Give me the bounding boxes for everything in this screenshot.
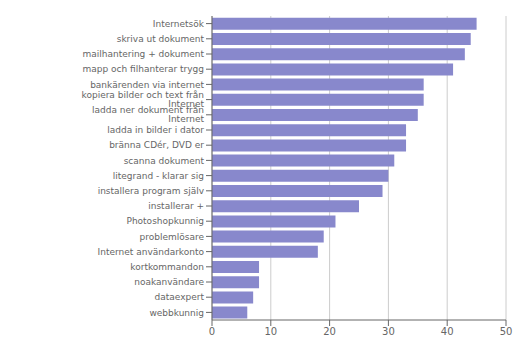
svg-text:50: 50 — [500, 326, 513, 337]
svg-text:30: 30 — [382, 326, 395, 337]
svg-text:problemlösare: problemlösare — [140, 232, 205, 242]
svg-text:dataexpert: dataexpert — [155, 292, 205, 302]
svg-text:ladda ner dokument frånInterne: ladda ner dokument frånInternet — [92, 105, 204, 124]
svg-text:kortkommandon: kortkommandon — [130, 262, 204, 272]
svg-text:bränna CDér, DVD er: bränna CDér, DVD er — [109, 140, 204, 150]
svg-text:installera program själv: installera program själv — [98, 186, 205, 196]
svg-text:mapp och filhanterar trygg: mapp och filhanterar trygg — [82, 64, 204, 74]
svg-text:0: 0 — [209, 326, 215, 337]
svg-text:skriva ut dokument: skriva ut dokument — [117, 34, 205, 44]
svg-text:scanna dokument: scanna dokument — [124, 156, 205, 166]
svg-text:Internetsök: Internetsök — [153, 19, 205, 29]
svg-text:noakanvändare: noakanvändare — [134, 277, 204, 287]
svg-text:webbkunnig: webbkunnig — [149, 308, 204, 318]
svg-text:Photoshopkunnig: Photoshopkunnig — [126, 216, 204, 226]
svg-text:litegrand - klarar sig: litegrand - klarar sig — [113, 171, 204, 181]
svg-text:Internet användarkonto: Internet användarkonto — [98, 247, 205, 257]
svg-text:20: 20 — [323, 326, 336, 337]
svg-text:bankärenden via internet: bankärenden via internet — [90, 80, 204, 90]
svg-text:10: 10 — [264, 326, 277, 337]
svg-text:40: 40 — [441, 326, 454, 337]
svg-text:ladda in bilder i dator: ladda in bilder i dator — [107, 125, 204, 135]
svg-text:installerar +: installerar + — [148, 201, 204, 211]
svg-text:mailhantering + dokument: mailhantering + dokument — [82, 49, 204, 59]
